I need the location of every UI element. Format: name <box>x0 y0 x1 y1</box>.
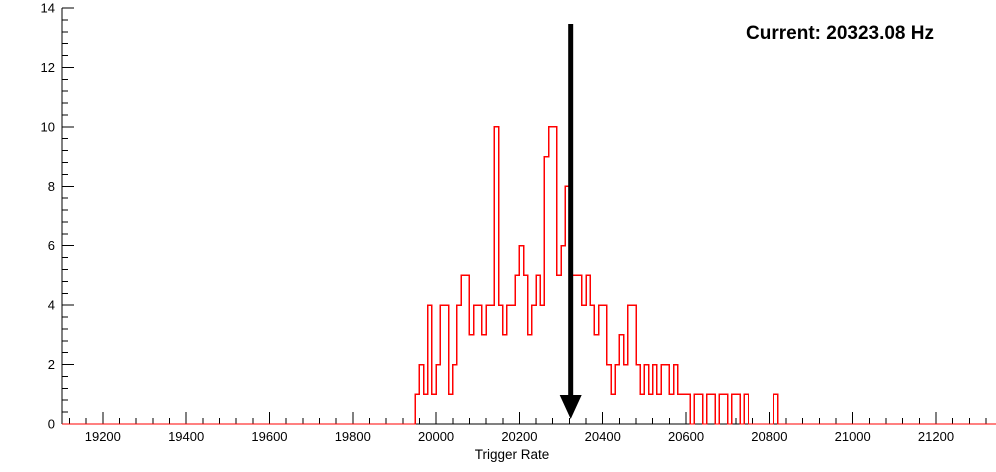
x-tick-label: 20200 <box>501 429 537 444</box>
x-tick-label: 21200 <box>918 429 954 444</box>
x-axis-title: Trigger Rate <box>475 447 550 462</box>
x-tick-label: 19400 <box>168 429 204 444</box>
current-rate-annotation: Current: 20323.08 Hz <box>746 23 934 44</box>
x-tick-label: 19800 <box>335 429 371 444</box>
y-tick-label: 8 <box>48 179 55 194</box>
x-tick-label: 20400 <box>585 429 621 444</box>
y-tick-label: 4 <box>48 298 55 313</box>
histogram-line <box>62 126 996 425</box>
histogram-path <box>62 126 996 425</box>
axes: 19200 19400 19600 19800 20000 20200 20400 20600… <box>41 1 996 444</box>
y-tick-label: 12 <box>41 60 55 75</box>
y-tick-label: 0 <box>48 417 55 432</box>
x-tick-label: 19600 <box>251 429 287 444</box>
y-tick-label: 10 <box>41 119 55 134</box>
x-tick-label: 21000 <box>835 429 871 444</box>
x-tick-label: 20800 <box>751 429 787 444</box>
y-tick-label: 14 <box>41 1 55 16</box>
current-rate-arrow <box>559 24 582 419</box>
x-tick-label: 20600 <box>668 429 704 444</box>
x-tick-label: 19200 <box>85 429 121 444</box>
y-tick-label: 6 <box>48 238 55 253</box>
arrow-head-icon <box>559 395 582 419</box>
y-tick-label: 2 <box>48 357 55 372</box>
x-tick-label: 20000 <box>418 429 454 444</box>
